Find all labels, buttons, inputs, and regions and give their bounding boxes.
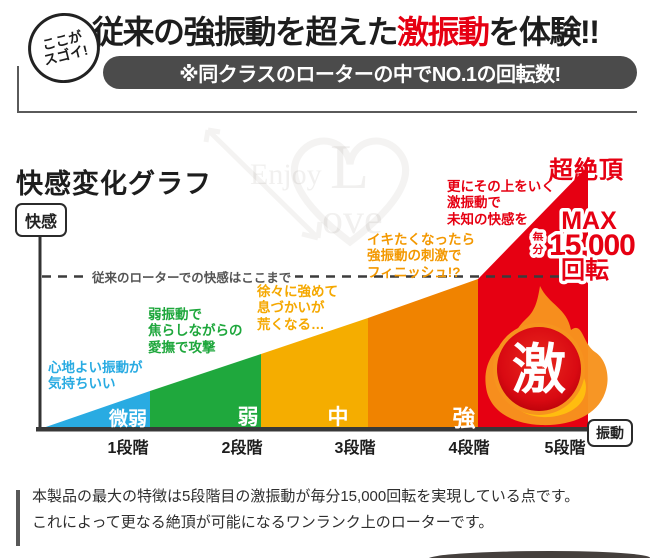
bar-label-stage1: 微弱 [108,409,147,430]
x-tick-5: 5段階 [544,440,586,457]
bar-label-stage4: 強 [452,405,476,431]
footer-rule [16,490,20,546]
watermark-word-ove: ove [322,197,383,243]
subtitle-banner: ※同クラスのローターの中でNO.1の回転数! [103,56,637,89]
peak-label: 超絶頂 [549,157,624,184]
x-axis-label: 振動 [587,419,633,447]
rpm-prefix-1: 毎 [533,230,544,244]
watermark-word-l: L [330,131,370,202]
annotation-stage4: イキたくなったら 強振動の刺激で フィニッシュ!? [367,232,475,280]
area-stage4 [368,279,478,429]
flame-char: 激 [512,340,566,400]
rpm-prefix-2: 分 [533,242,544,256]
rpm-value: 15,000 [549,229,635,262]
headline: 従来の強振動を超えた激振動を体験!! [92,7,600,53]
annotation-stage1: 心地よい振動が 気持ちいい [48,360,143,392]
bar-label-stage3: 中 [327,406,349,429]
footer-line1: 本製品の最大の特徴は5段階目の激振動が毎分15,000回転を実現している点です。 [32,488,580,505]
footer-description: 本製品の最大の特徴は5段階目の激振動が毎分15,000回転を実現している点です。… [32,484,638,537]
watermark-word-enjoy: Enjoy [250,158,322,191]
x-tick-2: 2段階 [221,440,263,457]
area-stage3 [261,318,368,429]
headline-pre: 従来の強振動を超えた [92,14,399,50]
headline-highlight: 激振動 [397,14,490,50]
flame-icon: 激 [485,286,608,426]
area-stage2 [150,354,261,429]
chart-title: 快感変化グラフ [16,169,212,199]
watermark-heart-icon [203,127,410,247]
annotation-stage2: 弱振動で 焦らしながらの 愛撫で攻撃 [148,307,243,355]
y-axis-line [38,231,42,429]
x-axis-line [36,427,597,432]
x-tick-1: 1段階 [107,440,149,457]
area-stage1 [40,391,150,429]
threshold-label: 従来のローターでの快感はここまで [88,267,296,286]
rpm-suffix: 回転 [561,257,609,284]
subtitle-text: ※同クラスのローターの中でNO.1の回転数! [179,64,561,86]
y-axis-label: 快感 [15,203,68,237]
x-tick-4: 4段階 [448,440,490,457]
max-rpm-block: MAX 毎 分 15,000 回転 [529,204,640,288]
frame-line-left [17,66,19,113]
bar-label-stage2: 弱 [237,406,259,429]
annotation-stage3: 徐々に強めて 息づかいが 荒くなる… [257,284,338,332]
cropped-photo-edge [428,551,650,558]
frame-line-bottom [17,111,637,113]
annotation-stage5: 更にその上をいく 激振動で 未知の快感を [447,179,555,227]
headline-post: を体験!! [488,14,600,50]
max-word: MAX [561,207,617,235]
x-tick-3: 3段階 [334,440,376,457]
footer-line2: これによって更なる絶頂が可能になるワンランク上のローターです。 [32,514,494,532]
